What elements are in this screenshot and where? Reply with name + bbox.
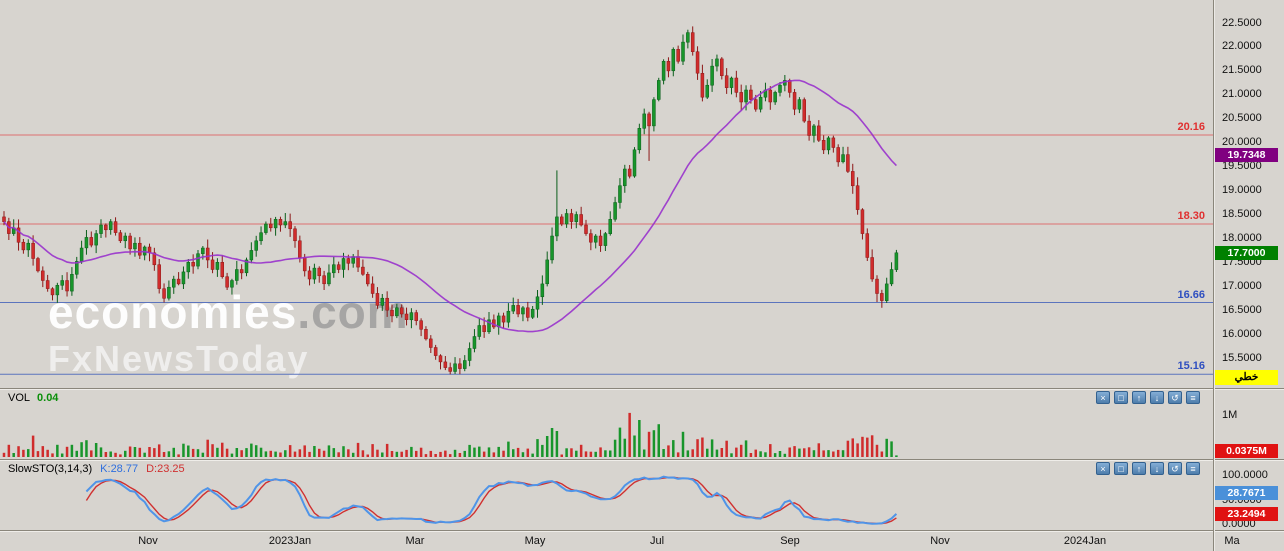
watermark-brand: economies.com bbox=[48, 286, 409, 338]
volume-panel-header: VOL 0.04 bbox=[8, 392, 58, 404]
price-axis-label: 19.0000 bbox=[1222, 184, 1262, 197]
move-down-icon[interactable]: ↓ bbox=[1150, 391, 1164, 404]
volume-current-value: 0.04 bbox=[37, 392, 59, 404]
price-axis-label: 21.5000 bbox=[1222, 64, 1262, 77]
time-axis-label: May bbox=[524, 535, 546, 547]
menu-icon[interactable]: ≡ bbox=[1186, 462, 1200, 475]
watermark: economies.com FxNewsToday bbox=[48, 288, 409, 378]
panel-separator bbox=[0, 530, 1284, 532]
stochastic-panel-toolbar: × □ ↑ ↓ ↺ ≡ bbox=[1096, 462, 1200, 475]
reset-icon[interactable]: ↺ bbox=[1168, 391, 1182, 404]
menu-icon[interactable]: ≡ bbox=[1186, 391, 1200, 404]
close-icon[interactable]: × bbox=[1096, 391, 1110, 404]
watermark-brand-suffix: .com bbox=[297, 286, 409, 338]
move-up-icon[interactable]: ↑ bbox=[1132, 462, 1146, 475]
hline-price-label: 16.66 bbox=[1177, 288, 1205, 301]
restore-icon[interactable]: □ bbox=[1114, 462, 1128, 475]
price-axis-label: 22.0000 bbox=[1222, 40, 1262, 53]
stochastic-d-value: D:23.25 bbox=[146, 463, 185, 475]
move-up-icon[interactable]: ↑ bbox=[1132, 391, 1146, 404]
stochastic-panel-header: SlowSTO(3,14,3) K:28.77 D:23.25 bbox=[8, 463, 185, 475]
price-axis-label: 20.5000 bbox=[1222, 112, 1262, 125]
stochastic-d-badge: 23.2494 bbox=[1215, 507, 1278, 521]
stochastic-axis-label-0: 0.0000 bbox=[1222, 518, 1256, 530]
stochastic-k-value: K:28.77 bbox=[100, 463, 139, 475]
close-icon[interactable]: × bbox=[1096, 462, 1110, 475]
price-axis-label: 16.5000 bbox=[1222, 303, 1262, 316]
panel-separator[interactable] bbox=[0, 388, 1284, 390]
volume-value-badge: 0.0375M bbox=[1215, 444, 1278, 458]
time-axis-label: Nov bbox=[930, 535, 950, 547]
price-axis-label: 21.0000 bbox=[1222, 88, 1262, 101]
price-axis-label: 17.0000 bbox=[1222, 279, 1262, 292]
price-axis-separator bbox=[1213, 0, 1214, 551]
price-axis-label: 19.5000 bbox=[1222, 160, 1262, 173]
hline-price-label: 15.16 bbox=[1177, 360, 1205, 373]
time-axis-label: Nov bbox=[138, 535, 158, 547]
price-axis-label: 18.0000 bbox=[1222, 231, 1262, 244]
price-axis-label: 15.5000 bbox=[1222, 351, 1262, 364]
time-axis-label: Jul bbox=[649, 535, 665, 547]
volume-axis-label: 1M bbox=[1222, 409, 1238, 421]
time-axis-label: Sep bbox=[780, 535, 800, 547]
price-axis-label: 20.0000 bbox=[1222, 136, 1262, 149]
price-axis-label: 22.5000 bbox=[1222, 16, 1262, 29]
panel-separator[interactable] bbox=[0, 459, 1284, 461]
hline-price-label: 20.16 bbox=[1177, 121, 1205, 133]
price-axis-separator-highlight bbox=[1214, 0, 1215, 551]
hline-price-label: 18.30 bbox=[1177, 210, 1205, 223]
time-axis-label: Mar bbox=[405, 535, 425, 547]
ma-price-badge: 19.7348 bbox=[1215, 148, 1278, 162]
last-price-badge: 17.7000 bbox=[1215, 246, 1278, 260]
watermark-subtitle: FxNewsToday bbox=[48, 338, 310, 380]
scale-type-badge[interactable]: خطي bbox=[1215, 370, 1278, 385]
reset-icon[interactable]: ↺ bbox=[1168, 462, 1182, 475]
stochastic-k-badge: 28.7671 bbox=[1215, 486, 1278, 500]
price-axis-label: 18.5000 bbox=[1222, 207, 1262, 220]
price-axis-label: 16.0000 bbox=[1222, 327, 1262, 340]
restore-icon[interactable]: □ bbox=[1114, 391, 1128, 404]
move-down-icon[interactable]: ↓ bbox=[1150, 462, 1164, 475]
time-axis-label: 2023Jan bbox=[268, 535, 312, 547]
volume-indicator-label: VOL bbox=[8, 392, 31, 404]
time-axis-label: 2024Jan bbox=[1063, 535, 1107, 547]
volume-panel-toolbar: × □ ↑ ↓ ↺ ≡ bbox=[1096, 391, 1200, 404]
time-axis-label: Ma bbox=[1224, 535, 1240, 547]
stochastic-axis-label-100: 100.0000 bbox=[1222, 469, 1268, 481]
stochastic-indicator-label: SlowSTO(3,14,3) bbox=[8, 463, 93, 475]
